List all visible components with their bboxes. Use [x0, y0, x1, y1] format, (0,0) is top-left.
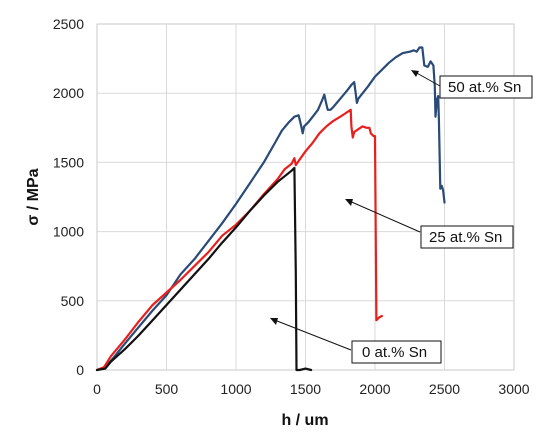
- y-tick-labels: 0 500 1000 1500 2000 2500: [53, 16, 84, 378]
- x-tick-labels: 0 500 1000 1500 2000 2500 3000: [93, 381, 530, 397]
- x-tick-label: 2500: [429, 381, 460, 397]
- series-line-50-at-sn: [95, 46, 446, 372]
- annotation-label-0: 0 at.% Sn: [362, 344, 427, 361]
- annotation-0-sn: 0 at.% Sn: [270, 318, 442, 364]
- annotation-arrow-25: [346, 199, 421, 233]
- y-tick-label: 0: [76, 362, 84, 378]
- x-tick-label: 2000: [359, 381, 390, 397]
- x-tick-label: 500: [155, 381, 179, 397]
- series-line-25-at-sn: [95, 108, 383, 372]
- x-tick-label: 1000: [220, 381, 251, 397]
- annotation-label-25: 25 at.% Sn: [429, 229, 502, 246]
- arrowhead-icon: [270, 318, 278, 325]
- annotation-box-0: [351, 340, 442, 364]
- y-tick-label: 1000: [53, 224, 84, 240]
- arrowhead-icon: [411, 70, 419, 77]
- y-tick-label: 2000: [53, 85, 84, 101]
- series-layer: [95, 46, 446, 372]
- series-line-0-at-sn: [95, 166, 313, 372]
- arrowhead-icon: [345, 199, 353, 206]
- annotation-25-sn: 25 at.% Sn: [345, 199, 514, 249]
- x-tick-label: 1500: [290, 381, 321, 397]
- annotation-arrow-0: [271, 318, 352, 351]
- annotation-box-50: [439, 75, 533, 99]
- y-tick-label: 1500: [53, 154, 84, 170]
- x-axis-title: h / um: [281, 412, 328, 429]
- annotation-label-50: 50 at.% Sn: [448, 79, 521, 96]
- annotation-50-sn: 50 at.% Sn: [411, 70, 533, 99]
- x-tick-label: 0: [93, 381, 101, 397]
- annotation-box-25: [420, 225, 514, 249]
- y-tick-label: 2500: [53, 16, 84, 32]
- x-tick-label: 3000: [498, 381, 529, 397]
- y-tick-label: 500: [61, 293, 85, 309]
- y-axis-title: σ / MPa: [25, 168, 42, 225]
